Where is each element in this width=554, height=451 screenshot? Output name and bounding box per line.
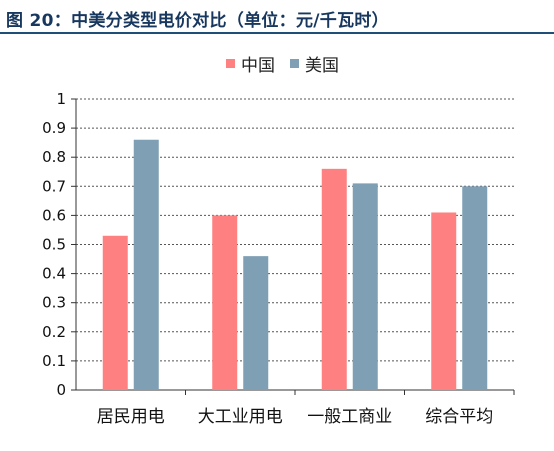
chart-legend: 中国 美国 <box>0 52 554 76</box>
y-tick-label: 0.6 <box>42 206 66 224</box>
y-tick-label: 0.3 <box>42 294 66 312</box>
x-category-label: 综合平均 <box>425 407 493 427</box>
chart-title: 图 20：中美分类型电价对比（单位：元/千瓦时） <box>6 11 389 31</box>
bar-china-0 <box>102 235 128 390</box>
x-category-label: 居民用电 <box>97 407 165 427</box>
y-tick-label: 0.8 <box>42 148 66 166</box>
legend-swatch-usa <box>290 58 299 68</box>
bar-china-2 <box>321 168 347 390</box>
y-tick-label: 0.4 <box>42 265 66 283</box>
y-tick-label: 1 <box>56 90 66 108</box>
legend-label-china: 中国 <box>241 55 275 76</box>
legend-swatch-china <box>226 58 235 68</box>
title-bar: 图 20：中美分类型电价对比（单位：元/千瓦时） <box>0 0 554 36</box>
legend-item-china: 中国 <box>226 52 275 76</box>
bar-china-3 <box>431 212 457 390</box>
legend-item-usa: 美国 <box>290 52 339 76</box>
bar-usa-0 <box>133 139 159 390</box>
y-tick-label: 0 <box>56 381 66 399</box>
y-tick-label: 0.5 <box>42 236 66 254</box>
bar-china-1 <box>212 215 238 390</box>
y-tick-label: 0.2 <box>42 323 66 341</box>
y-tick-label: 0.1 <box>42 352 66 370</box>
bar-usa-2 <box>352 183 378 390</box>
y-tick-label: 0.9 <box>42 119 66 137</box>
x-category-label: 一般工商业 <box>307 407 392 427</box>
title-underline <box>0 32 554 34</box>
x-category-label: 大工业用电 <box>198 407 283 427</box>
y-tick-label: 0.7 <box>42 177 66 195</box>
legend-label-usa: 美国 <box>305 55 339 76</box>
bar-usa-3 <box>462 186 488 390</box>
bar-usa-1 <box>243 256 269 390</box>
